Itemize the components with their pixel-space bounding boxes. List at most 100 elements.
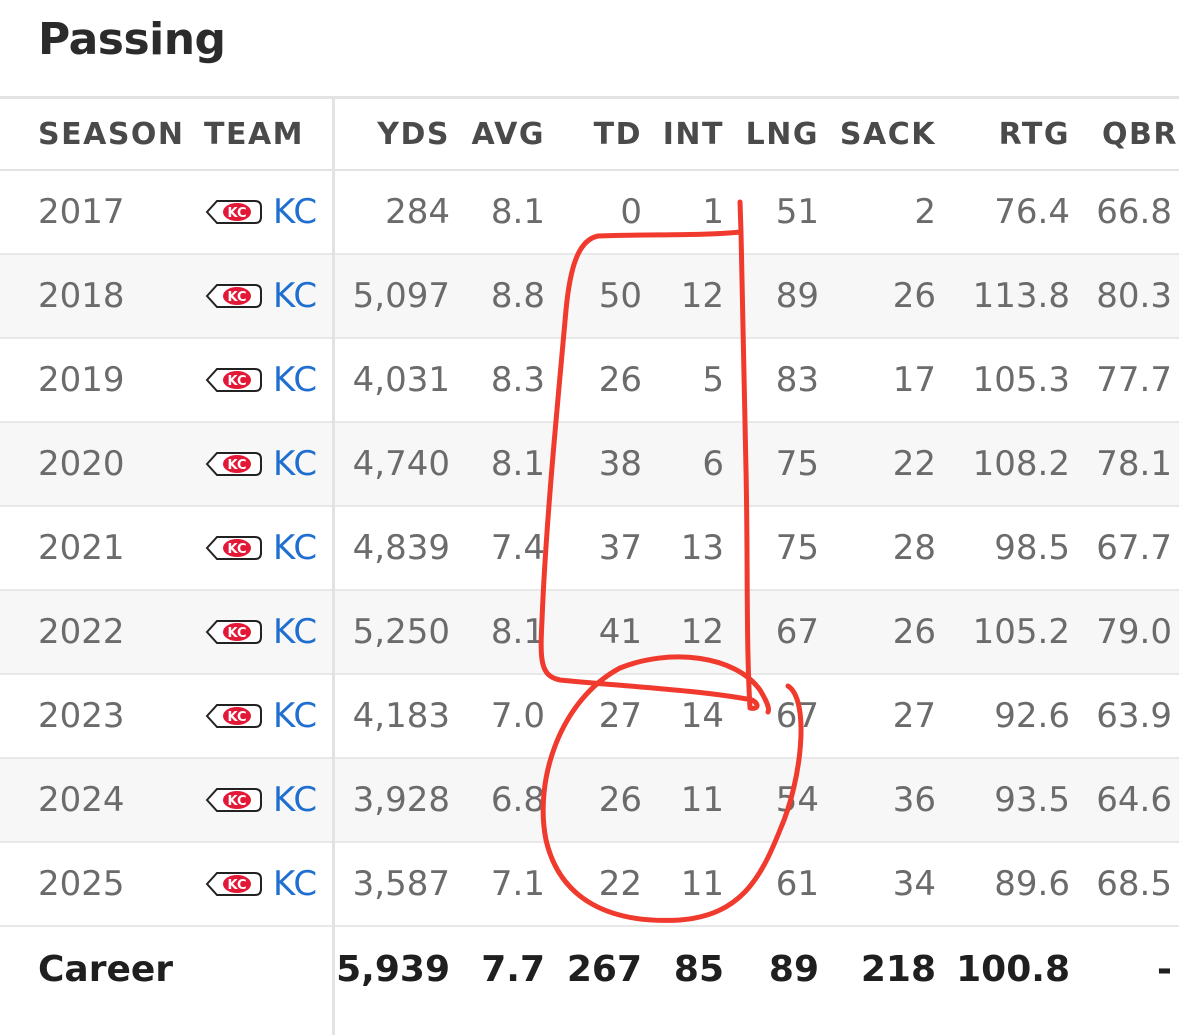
team-cell[interactable]: KC KC — [205, 339, 317, 421]
team-link[interactable]: KC — [273, 192, 318, 232]
lng-cell: 61 — [775, 864, 819, 904]
rtg-cell: 93.5 — [994, 780, 1070, 820]
avg-cell: 6.8 — [490, 780, 545, 820]
col-header-yds[interactable]: YDS — [377, 116, 450, 152]
table-row: 2023 KC KC 4,183 7.0 27 14 67 27 92.6 63.9 — [0, 675, 1179, 759]
avg-cell: 7.1 — [490, 864, 545, 904]
team-link[interactable]: KC — [273, 696, 318, 736]
svg-text:KC: KC — [227, 794, 246, 809]
career-rtg: 100.8 — [956, 948, 1070, 990]
avg-cell: 7.4 — [490, 528, 545, 568]
col-header-int[interactable]: INT — [662, 116, 724, 152]
sack-cell: 26 — [892, 276, 936, 316]
passing-table: SEASON TEAM YDS AVG TD INT LNG SACK RTG … — [0, 96, 1179, 1035]
team-cell[interactable]: KC KC — [205, 171, 317, 253]
team-cell[interactable]: KC KC — [205, 507, 317, 589]
career-label: Career — [38, 948, 174, 990]
avg-cell: 8.8 — [490, 276, 545, 316]
qbr-cell: 66.8 — [1096, 192, 1172, 232]
career-sack: 218 — [860, 948, 936, 990]
team-link[interactable]: KC — [273, 780, 318, 820]
rtg-cell: 105.2 — [972, 612, 1070, 652]
career-lng: 89 — [768, 948, 819, 990]
chiefs-arrowhead-icon: KC — [205, 620, 262, 644]
svg-text:KC: KC — [227, 542, 246, 557]
career-avg: 7.7 — [481, 948, 545, 990]
col-header-lng[interactable]: LNG — [745, 116, 819, 152]
td-cell: 38 — [598, 444, 642, 484]
team-cell[interactable]: KC KC — [205, 423, 317, 505]
team-link[interactable]: KC — [273, 864, 318, 904]
chiefs-arrowhead-icon: KC — [205, 788, 262, 812]
season-cell: 2019 — [38, 360, 125, 400]
avg-cell: 8.1 — [490, 444, 545, 484]
team-cell[interactable]: KC KC — [205, 591, 317, 673]
svg-text:KC: KC — [227, 710, 246, 725]
lng-cell: 75 — [775, 528, 819, 568]
yds-cell: 3,587 — [352, 864, 450, 904]
season-cell: 2024 — [38, 780, 125, 820]
frozen-column-divider — [332, 99, 335, 1035]
sack-cell: 17 — [892, 360, 936, 400]
career-yds: 35,939 — [335, 927, 450, 1011]
svg-text:KC: KC — [227, 878, 246, 893]
td-cell: 27 — [598, 696, 642, 736]
lng-cell: 54 — [775, 780, 819, 820]
season-cell: 2022 — [38, 612, 125, 652]
qbr-cell: 78.1 — [1096, 444, 1172, 484]
team-cell[interactable]: KC KC — [205, 759, 317, 841]
team-link[interactable]: KC — [273, 612, 318, 652]
yds-cell: 4,740 — [352, 444, 450, 484]
table-row: 2024 KC KC 3,928 6.8 26 11 54 36 93.5 64.6 — [0, 759, 1179, 843]
int-cell: 11 — [680, 864, 724, 904]
lng-cell: 83 — [775, 360, 819, 400]
team-link[interactable]: KC — [273, 528, 318, 568]
season-cell: 2021 — [38, 528, 125, 568]
col-header-qbr[interactable]: QBR — [1102, 116, 1178, 152]
col-header-avg[interactable]: AVG — [471, 116, 545, 152]
col-header-td[interactable]: TD — [593, 116, 642, 152]
career-int: 85 — [673, 948, 724, 990]
table-row: 2019 KC KC 4,031 8.3 26 5 83 17 105.3 77.7 — [0, 339, 1179, 423]
page-title: Passing — [38, 14, 226, 65]
lng-cell: 75 — [775, 444, 819, 484]
sack-cell: 28 — [892, 528, 936, 568]
col-header-rtg[interactable]: RTG — [998, 116, 1070, 152]
table-header-row: SEASON TEAM YDS AVG TD INT LNG SACK RTG … — [0, 99, 1179, 171]
int-cell: 12 — [680, 276, 724, 316]
chiefs-arrowhead-icon: KC — [205, 536, 262, 560]
career-qbr: - — [1157, 948, 1172, 990]
lng-cell: 67 — [775, 612, 819, 652]
yds-cell: 284 — [385, 192, 450, 232]
col-header-team[interactable]: TEAM — [204, 116, 305, 152]
sack-cell: 22 — [892, 444, 936, 484]
rtg-cell: 89.6 — [994, 864, 1070, 904]
team-cell[interactable]: KC KC — [205, 843, 317, 925]
yds-cell: 4,839 — [352, 528, 450, 568]
chiefs-arrowhead-icon: KC — [205, 452, 262, 476]
col-header-sack[interactable]: SACK — [839, 116, 936, 152]
team-cell[interactable]: KC KC — [205, 255, 317, 337]
yds-cell: 4,031 — [352, 360, 450, 400]
team-link[interactable]: KC — [273, 360, 318, 400]
int-cell: 12 — [680, 612, 724, 652]
lng-cell: 67 — [775, 696, 819, 736]
svg-text:KC: KC — [227, 206, 246, 221]
col-header-season[interactable]: SEASON — [38, 116, 185, 152]
chiefs-arrowhead-icon: KC — [205, 284, 262, 308]
sack-cell: 34 — [892, 864, 936, 904]
avg-cell: 8.1 — [490, 192, 545, 232]
team-link[interactable]: KC — [273, 276, 318, 316]
td-cell: 26 — [598, 780, 642, 820]
table-row: 2020 KC KC 4,740 8.1 38 6 75 22 108.2 78.1 — [0, 423, 1179, 507]
int-cell: 6 — [702, 444, 724, 484]
td-cell: 26 — [598, 360, 642, 400]
qbr-cell: 79.0 — [1096, 612, 1172, 652]
team-link[interactable]: KC — [273, 444, 318, 484]
lng-cell: 89 — [775, 276, 819, 316]
team-cell[interactable]: KC KC — [205, 675, 317, 757]
yds-cell: 5,097 — [352, 276, 450, 316]
table-row: 2018 KC KC 5,097 8.8 50 12 89 26 113.8 80.3 — [0, 255, 1179, 339]
rtg-cell: 76.4 — [994, 192, 1070, 232]
td-cell: 50 — [598, 276, 642, 316]
